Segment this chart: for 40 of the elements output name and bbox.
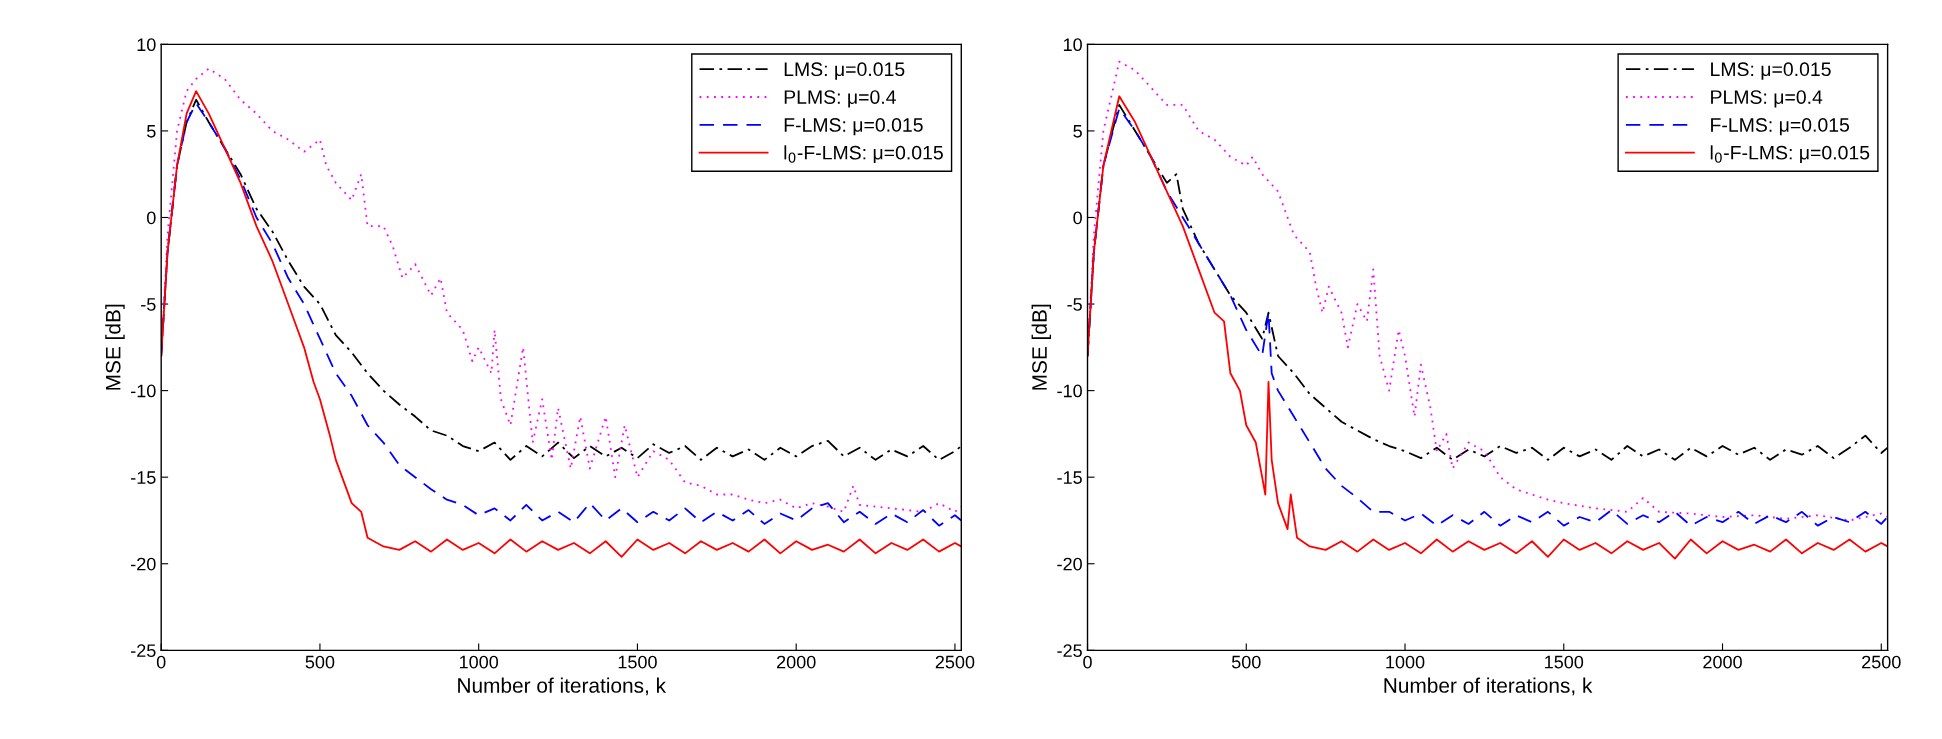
y-tick-label: 10	[137, 38, 156, 52]
y-tick-label: 0	[1073, 211, 1082, 225]
y-tick-label: -15	[1057, 471, 1082, 484]
x-tick-label: 1500	[1545, 655, 1584, 669]
legend-label: PLMS: μ=0.4	[784, 90, 896, 108]
legend-label: l$_{0}$-F-LMS: μ=0.015	[784, 145, 943, 164]
x-tick-label: 2000	[1703, 655, 1742, 669]
y-tick-label: -10	[131, 384, 156, 398]
y-tick-label: -5	[141, 298, 156, 311]
x-tick-label: 1500	[618, 655, 657, 669]
legend-label: LMS: μ=0.015	[1711, 62, 1831, 80]
y-tick-label: -25	[1057, 644, 1082, 658]
legend-label: PLMS: μ=0.4	[1711, 90, 1823, 108]
x-tick-label: 1000	[459, 655, 499, 669]
legend-label: F-LMS: μ=0.015	[784, 118, 923, 136]
legend-label: F-LMS: μ=0.015	[1711, 118, 1850, 136]
x-tick-label: 2500	[935, 655, 975, 669]
x-tick-label: 500	[1231, 655, 1261, 669]
y-tick-label: -20	[131, 557, 156, 571]
x-tick-label: 1000	[1386, 655, 1425, 669]
y-tick-label: -5	[1067, 298, 1082, 311]
y-tick-label: -25	[131, 644, 156, 658]
y-axis-title: MSE [dB]	[1031, 304, 1052, 390]
y-tick-label: 10	[1063, 38, 1082, 52]
y-tick-label: -15	[131, 471, 156, 484]
y-tick-label: -20	[1057, 557, 1082, 571]
x-tick-label: 2500	[1862, 655, 1901, 669]
legend-label: l$_{0}$-F-LMS: μ=0.015	[1710, 145, 1870, 164]
y-tick-label: -10	[1057, 384, 1082, 398]
y-axis-title: MSE [dB]	[105, 304, 125, 390]
x-tick-label: 2000	[777, 655, 816, 669]
x-tick-label: 0	[156, 655, 166, 669]
legend-label: LMS: μ=0.015	[784, 62, 905, 80]
x-axis-title: Number of iterations, k	[1384, 677, 1593, 696]
y-tick-label: 5	[1073, 125, 1082, 138]
x-axis-title: Number of iterations, k	[458, 677, 667, 696]
y-tick-label: 0	[146, 211, 156, 225]
y-tick-label: 5	[147, 125, 156, 138]
x-tick-label: 500	[305, 655, 335, 669]
x-tick-label: 0	[1083, 655, 1092, 669]
